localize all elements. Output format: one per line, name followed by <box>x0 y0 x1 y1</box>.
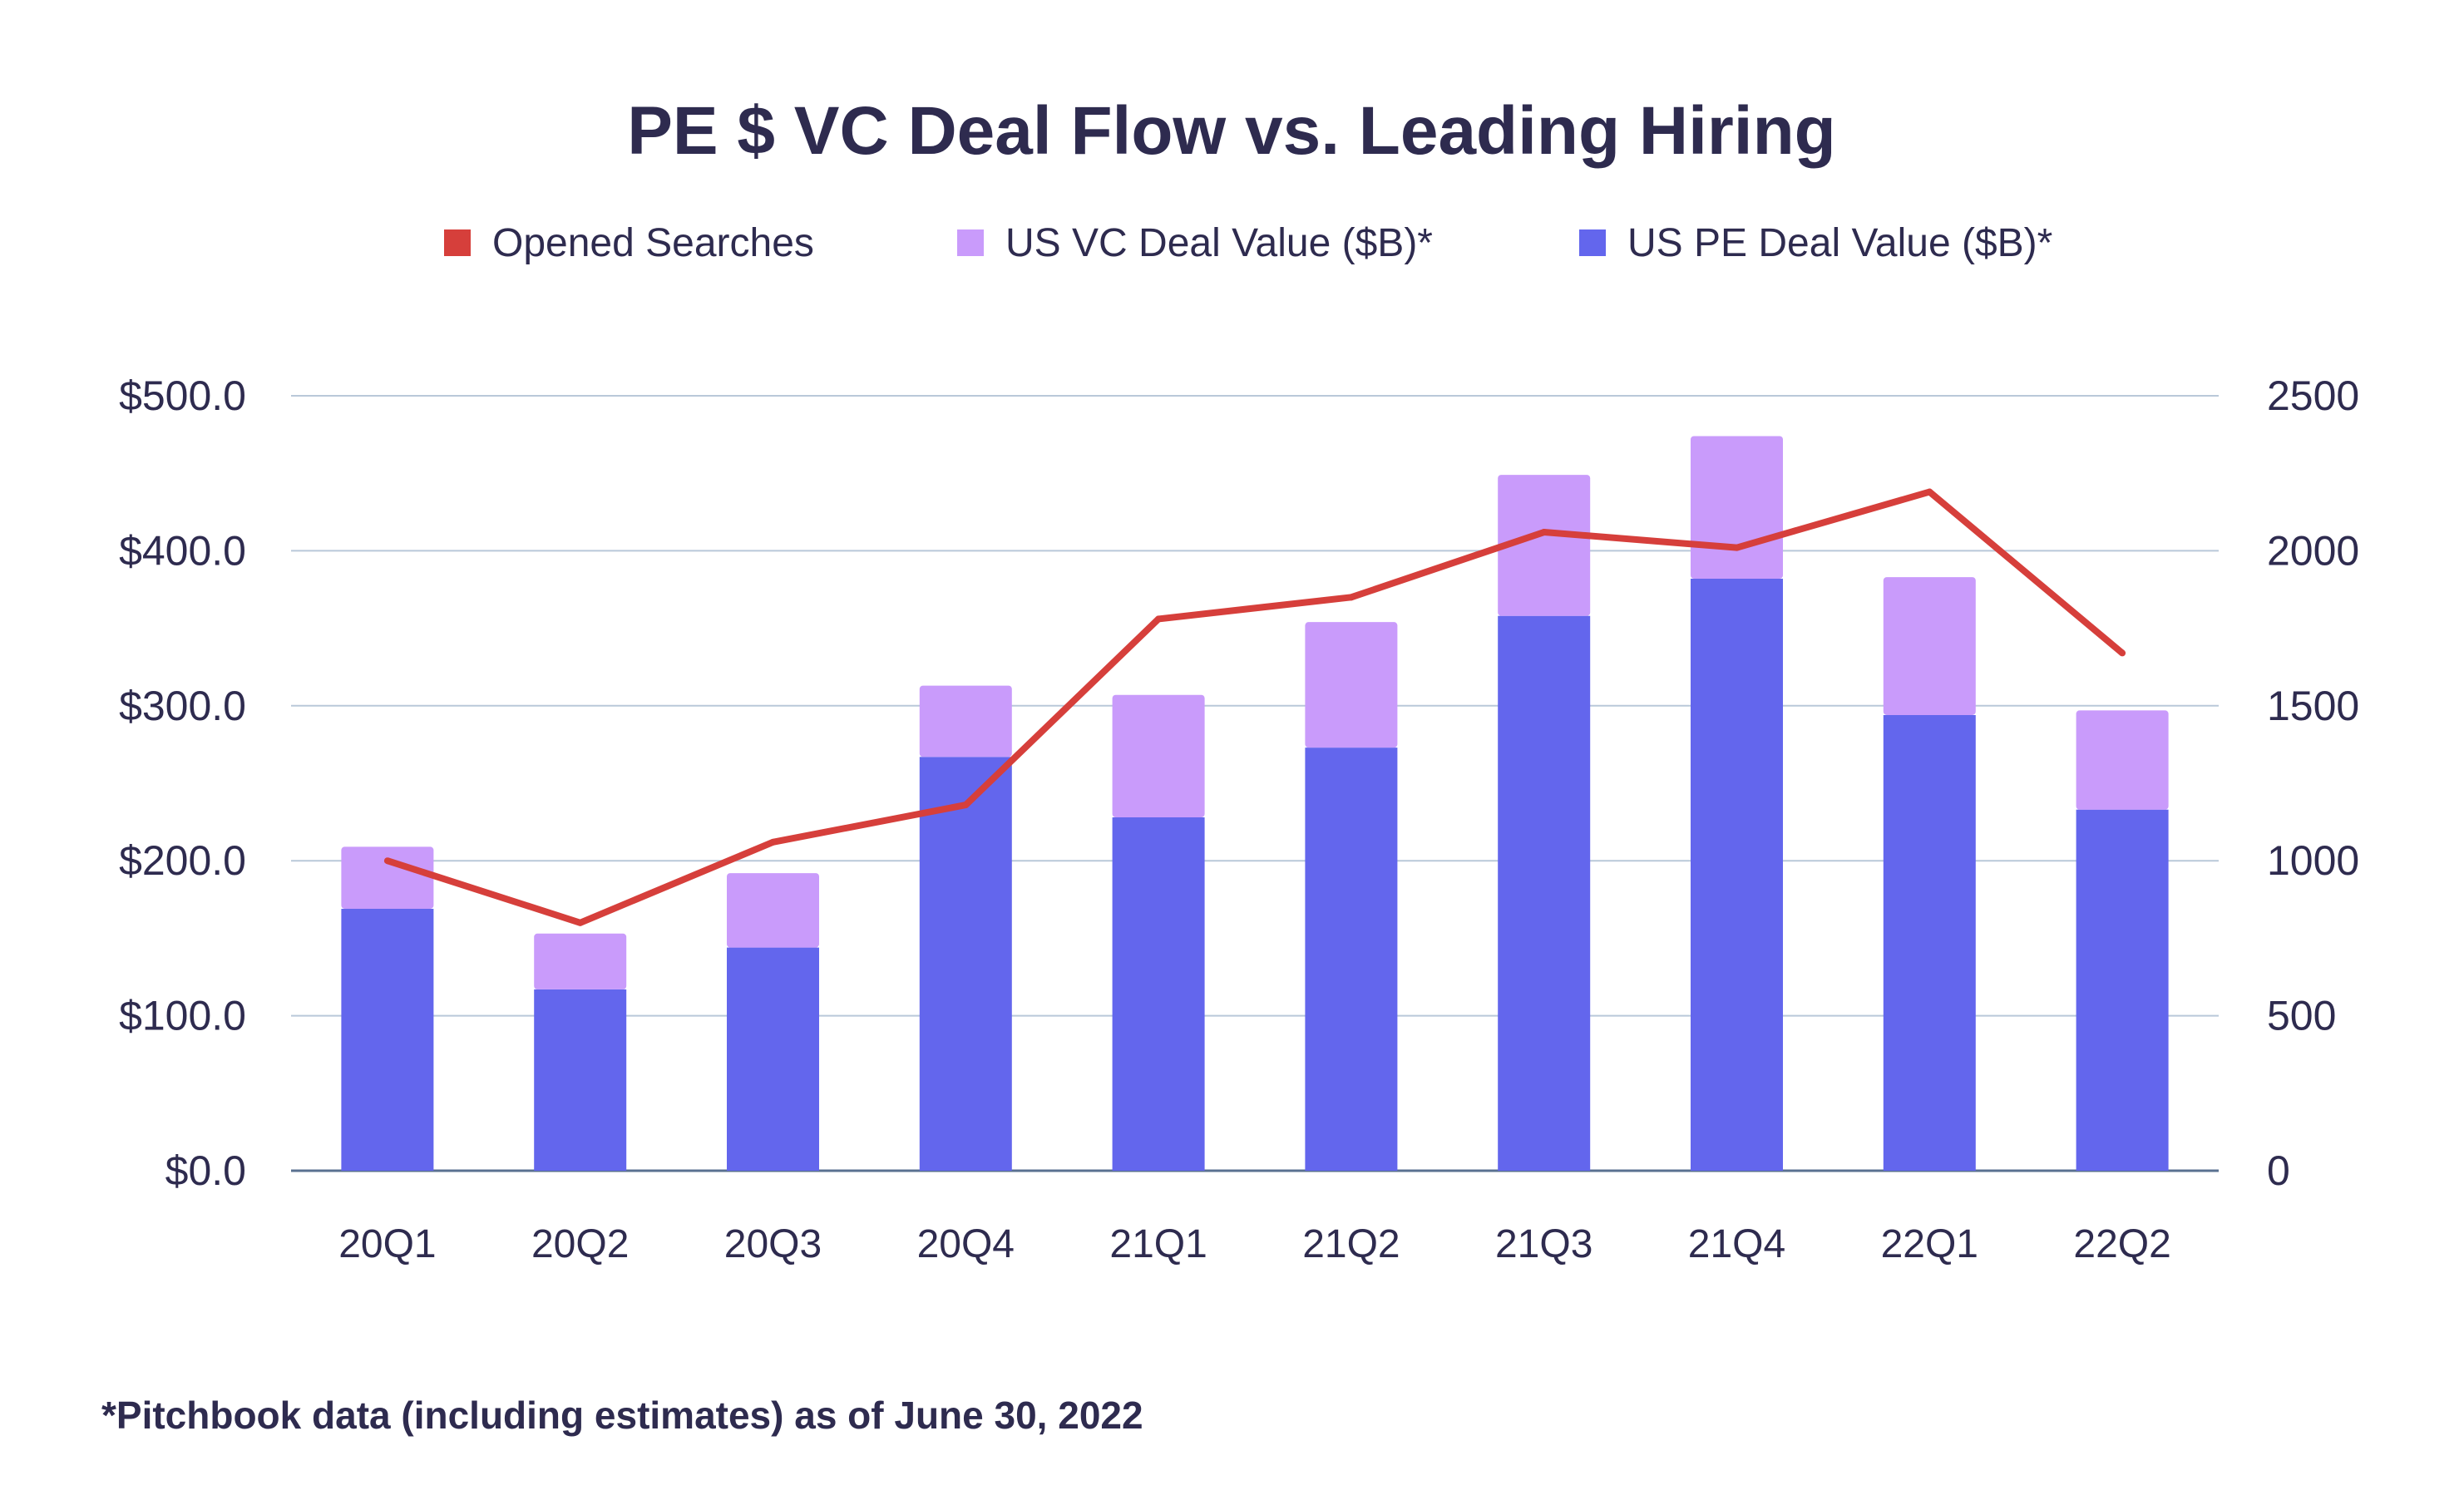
left-tick-label: $200.0 <box>119 837 246 884</box>
opened-searches-line <box>383 488 2126 926</box>
opened-searches-polyline <box>386 488 2125 926</box>
category-label: 21Q2 <box>1302 1222 1400 1266</box>
vc-bar-21q1 <box>1112 694 1205 818</box>
vc-bar-21q2 <box>1305 622 1398 748</box>
vc-bar-22q2 <box>2076 710 2169 810</box>
category-label: 21Q3 <box>1495 1222 1592 1266</box>
left-tick-label: $500.0 <box>119 373 246 419</box>
opened-searches-point <box>1540 529 1548 536</box>
opened-searches-point <box>576 919 584 926</box>
right-tick-label: 1000 <box>2267 837 2359 884</box>
right-tick-label: 500 <box>2267 993 2336 1039</box>
category-label: 20Q1 <box>338 1222 436 1266</box>
category-label: 22Q1 <box>1881 1222 1978 1266</box>
legend-label: Opened Searches <box>492 221 814 265</box>
pe-bar-20q1 <box>341 908 434 1171</box>
right-tick-label: 2000 <box>2267 527 2359 574</box>
pe-bar-21q2 <box>1305 748 1398 1171</box>
category-label: 21Q1 <box>1109 1222 1207 1266</box>
opened-searches-point <box>383 857 391 865</box>
pe-bar-21q1 <box>1112 817 1205 1171</box>
legend: Opened Searches US VC Deal Value ($B)* US … <box>444 221 2052 265</box>
right-tick-label: 1500 <box>2267 683 2359 729</box>
opened-searches-point <box>1926 488 1933 496</box>
vc-bar-20q4 <box>919 685 1012 757</box>
left-tick-label: $400.0 <box>119 527 246 574</box>
footnote: *Pitchbook data (including estimates) as… <box>101 1394 1143 1437</box>
pe-bar-22q1 <box>1883 714 1976 1171</box>
category-labels: 20Q1 20Q2 20Q3 20Q4 21Q1 21Q2 21Q3 21Q4 22Q1 22Q2 <box>338 1222 2171 1266</box>
left-tick-label: $100.0 <box>119 993 246 1039</box>
vc-bar-21q4 <box>1691 436 1783 579</box>
category-label: 20Q4 <box>917 1222 1015 1266</box>
pe-bar-22q2 <box>2076 809 2169 1171</box>
opened-searches-point <box>769 838 777 846</box>
legend-swatch <box>444 229 471 256</box>
opened-searches-point <box>1733 544 1741 551</box>
right-tick-label: 0 <box>2267 1147 2290 1194</box>
left-tick-label: $300.0 <box>119 683 246 729</box>
vc-bar-22q1 <box>1883 577 1976 715</box>
category-label: 20Q2 <box>531 1222 629 1266</box>
vc-bar-20q3 <box>727 873 819 948</box>
bars <box>341 436 2169 1171</box>
legend-label: US PE Deal Value ($B)* <box>1627 221 2052 265</box>
category-label: 20Q3 <box>724 1222 822 1266</box>
vc-bar-20q2 <box>534 933 627 989</box>
legend-label: US VC Deal Value ($B)* <box>1005 221 1433 265</box>
chart-title: PE $ VC Deal Flow vs. Leading Hiring <box>627 93 1836 169</box>
opened-searches-point <box>1155 615 1163 623</box>
legend-swatch <box>957 229 984 256</box>
legend-swatch <box>1579 229 1606 256</box>
pe-bar-21q3 <box>1498 615 1591 1171</box>
right-tick-label: 2500 <box>2267 373 2359 419</box>
pe-bar-20q3 <box>727 947 819 1171</box>
left-axis: $0.0 $100.0 $200.0 $300.0 $400.0 $500.0 <box>119 373 246 1194</box>
pe-bar-20q4 <box>919 757 1012 1171</box>
pe-bar-21q4 <box>1691 578 1783 1171</box>
vc-bar-21q3 <box>1498 475 1591 616</box>
left-tick-label: $0.0 <box>165 1147 246 1194</box>
opened-searches-point <box>1347 594 1355 601</box>
opened-searches-point <box>962 802 970 809</box>
category-label: 22Q2 <box>2073 1222 2170 1266</box>
vc-bar-20q1 <box>341 846 434 909</box>
opened-searches-point <box>2119 649 2126 657</box>
category-label: 21Q4 <box>1688 1222 1785 1266</box>
right-axis: 0 500 1000 1500 2000 2500 <box>2267 373 2359 1194</box>
pe-bar-20q2 <box>534 989 627 1171</box>
